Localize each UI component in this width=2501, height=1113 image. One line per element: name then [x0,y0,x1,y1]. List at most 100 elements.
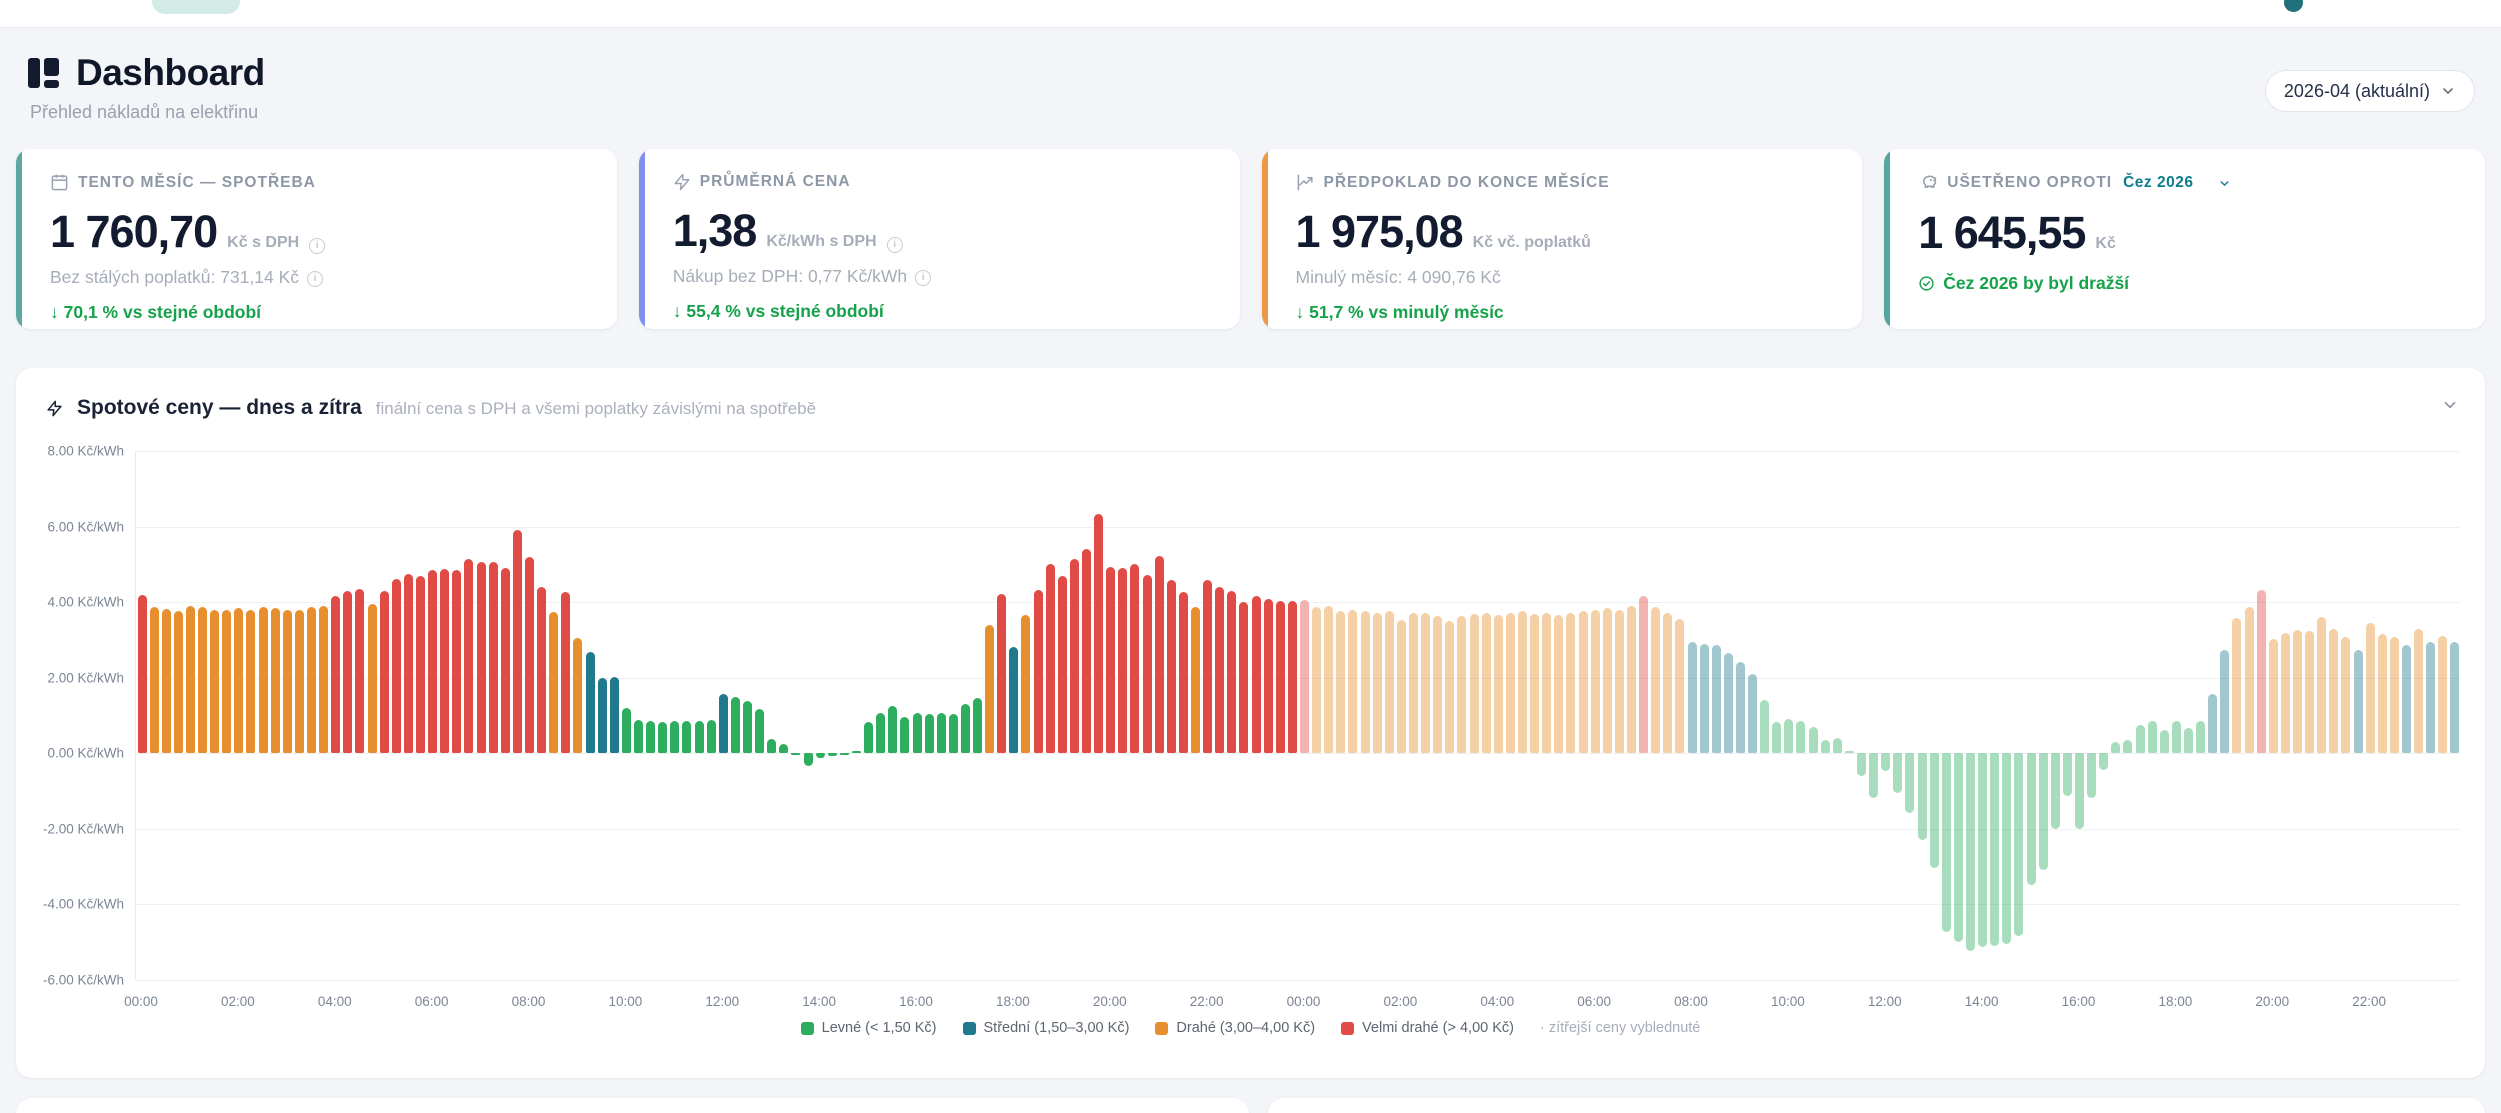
price-bar[interactable] [682,721,691,753]
price-bar[interactable] [355,589,364,753]
price-bar[interactable] [1470,614,1479,753]
period-selector[interactable]: 2026-04 (aktuální) [2265,70,2475,112]
price-bar[interactable] [307,607,316,753]
price-bar[interactable] [1227,591,1236,753]
price-bar[interactable] [1857,753,1866,776]
price-bar[interactable] [1324,606,1333,753]
price-bar[interactable] [1361,611,1370,753]
price-bar[interactable] [1239,602,1248,753]
price-bar[interactable] [876,713,885,753]
price-bar[interactable] [452,570,461,753]
price-bar[interactable] [1143,575,1152,753]
price-bar[interactable] [1252,596,1261,753]
price-bar[interactable] [888,706,897,753]
price-bar[interactable] [622,708,631,753]
price-bar[interactable] [1881,753,1890,771]
price-bar[interactable] [1433,616,1442,753]
price-bar[interactable] [259,607,268,753]
price-bar[interactable] [1591,610,1600,753]
price-bar[interactable] [1748,674,1757,753]
price-bar[interactable] [1118,568,1127,753]
price-bar[interactable] [477,562,486,753]
price-bar[interactable] [2438,636,2447,753]
price-bar[interactable] [380,591,389,753]
price-bar[interactable] [1034,590,1043,753]
price-bar[interactable] [864,722,873,753]
price-bar[interactable] [2257,590,2266,753]
price-bar[interactable] [1579,611,1588,753]
price-bar[interactable] [670,721,679,753]
price-bar[interactable] [695,721,704,753]
price-bar[interactable] [440,569,449,753]
price-bar[interactable] [1954,753,1963,942]
price-bar[interactable] [1009,647,1018,753]
price-bar[interactable] [392,579,401,753]
price-bar[interactable] [1167,580,1176,753]
price-bar[interactable] [1869,753,1878,798]
price-bar[interactable] [2087,753,2096,798]
price-bar[interactable] [1760,700,1769,753]
price-bar[interactable] [779,744,788,753]
price-bar[interactable] [1603,608,1612,753]
price-bar[interactable] [2390,637,2399,753]
price-bar[interactable] [852,751,861,753]
price-bar[interactable] [2341,637,2350,753]
price-bar[interactable] [634,720,643,753]
price-bar[interactable] [658,722,667,753]
price-bar[interactable] [2039,753,2048,870]
price-bar[interactable] [816,753,825,758]
price-bar[interactable] [2220,650,2229,753]
price-bar[interactable] [2063,753,2072,796]
price-bar[interactable] [1276,601,1285,753]
price-bar[interactable] [949,714,958,753]
price-bar[interactable] [1675,619,1684,753]
price-bar[interactable] [2269,639,2278,753]
price-bar[interactable] [2281,633,2290,753]
savings-provider-selector[interactable]: Čez 2026 [2123,174,2193,192]
price-bar[interactable] [610,677,619,753]
price-bar[interactable] [162,609,171,753]
price-bar[interactable] [2293,630,2302,753]
price-bar[interactable] [1300,600,1309,753]
price-bar[interactable] [791,753,800,755]
price-bar[interactable] [368,604,377,753]
price-bar[interactable] [428,570,437,753]
price-bar[interactable] [1809,727,1818,753]
price-bar[interactable] [2148,721,2157,753]
price-bar[interactable] [234,608,243,753]
price-bar[interactable] [1663,613,1672,753]
price-bar[interactable] [1373,613,1382,753]
price-bar[interactable] [501,568,510,753]
price-bar[interactable] [549,612,558,753]
price-bar[interactable] [1966,753,1975,951]
price-bar[interactable] [1203,580,1212,753]
price-bar[interactable] [828,753,837,756]
price-bar[interactable] [2075,753,2084,829]
price-bar[interactable] [1397,620,1406,753]
price-bar[interactable] [271,608,280,753]
price-bar[interactable] [210,610,219,753]
price-bar[interactable] [997,594,1006,753]
price-bar[interactable] [1130,564,1139,753]
price-bar[interactable] [404,574,413,753]
price-bar[interactable] [2160,730,2169,753]
price-bar[interactable] [1021,615,1030,753]
price-bar[interactable] [2123,740,2132,753]
price-bar[interactable] [561,592,570,753]
price-bar[interactable] [1990,753,1999,946]
price-bar[interactable] [222,610,231,753]
price-bar[interactable] [2426,642,2435,753]
price-bar[interactable] [1385,611,1394,753]
price-bar[interactable] [1639,596,1648,753]
price-bar[interactable] [2317,617,2326,753]
price-bar[interactable] [2450,642,2459,753]
price-bar[interactable] [1191,607,1200,753]
price-bar[interactable] [1772,722,1781,753]
price-bar[interactable] [840,753,849,755]
price-bar[interactable] [1942,753,1951,932]
price-bar[interactable] [900,717,909,753]
price-bar[interactable] [1312,607,1321,753]
price-bar[interactable] [150,607,159,753]
price-bar[interactable] [767,739,776,753]
price-bar[interactable] [2014,753,2023,936]
